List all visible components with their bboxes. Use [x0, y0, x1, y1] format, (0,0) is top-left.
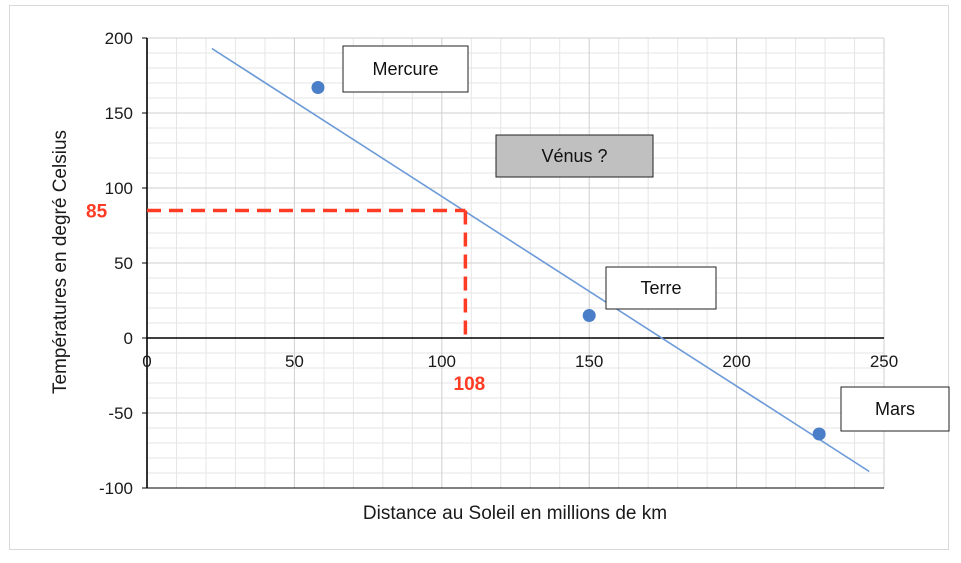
- x-tick-label: 0: [142, 352, 151, 371]
- x-tick-label: 250: [870, 352, 898, 371]
- y-tick-label: 50: [114, 254, 133, 273]
- x-tick-label: 100: [428, 352, 456, 371]
- x-tick-label: 200: [722, 352, 750, 371]
- y-tick-label: 200: [105, 29, 133, 48]
- callout-box: [605, 266, 717, 310]
- data-point: [812, 427, 826, 441]
- callout-label: Terre: [640, 278, 681, 298]
- callout-box: [342, 45, 469, 93]
- callout-label: Mars: [875, 399, 915, 419]
- y-tick-label: 100: [105, 179, 133, 198]
- callout-box: [495, 134, 654, 178]
- y-tick-label: 150: [105, 104, 133, 123]
- x-tick-label: 150: [575, 352, 603, 371]
- y-tick-label: -100: [99, 479, 133, 498]
- callout-labels: Mercure Vénus ? Terre Mars: [342, 45, 950, 432]
- major-grid: [146, 37, 885, 489]
- trendline: [211, 47, 870, 473]
- y-axis-title: Températures en degré Celsius: [50, 130, 71, 394]
- axes: [142, 37, 884, 489]
- reading-x-label: 108: [454, 374, 486, 395]
- callout-box: [840, 386, 950, 432]
- data-point: [311, 81, 325, 94]
- trendline-group: [211, 47, 870, 473]
- tick-labels: 0 50 100 150 200 250 200 150 100 50 0 -50 -100: [99, 29, 898, 498]
- callout-label: Vénus ?: [541, 146, 607, 166]
- reading-lines: 85 108: [86, 202, 485, 396]
- data-points: [311, 81, 826, 441]
- y-tick-label: -50: [108, 404, 133, 423]
- callout-label: Mercure: [372, 59, 438, 79]
- data-point: [582, 309, 596, 322]
- y-tick-label: 0: [124, 329, 133, 348]
- reading-y-label: 85: [86, 202, 108, 223]
- x-tick-label: 50: [285, 352, 304, 371]
- x-axis-title: Distance au Soleil en millions de km: [363, 503, 667, 524]
